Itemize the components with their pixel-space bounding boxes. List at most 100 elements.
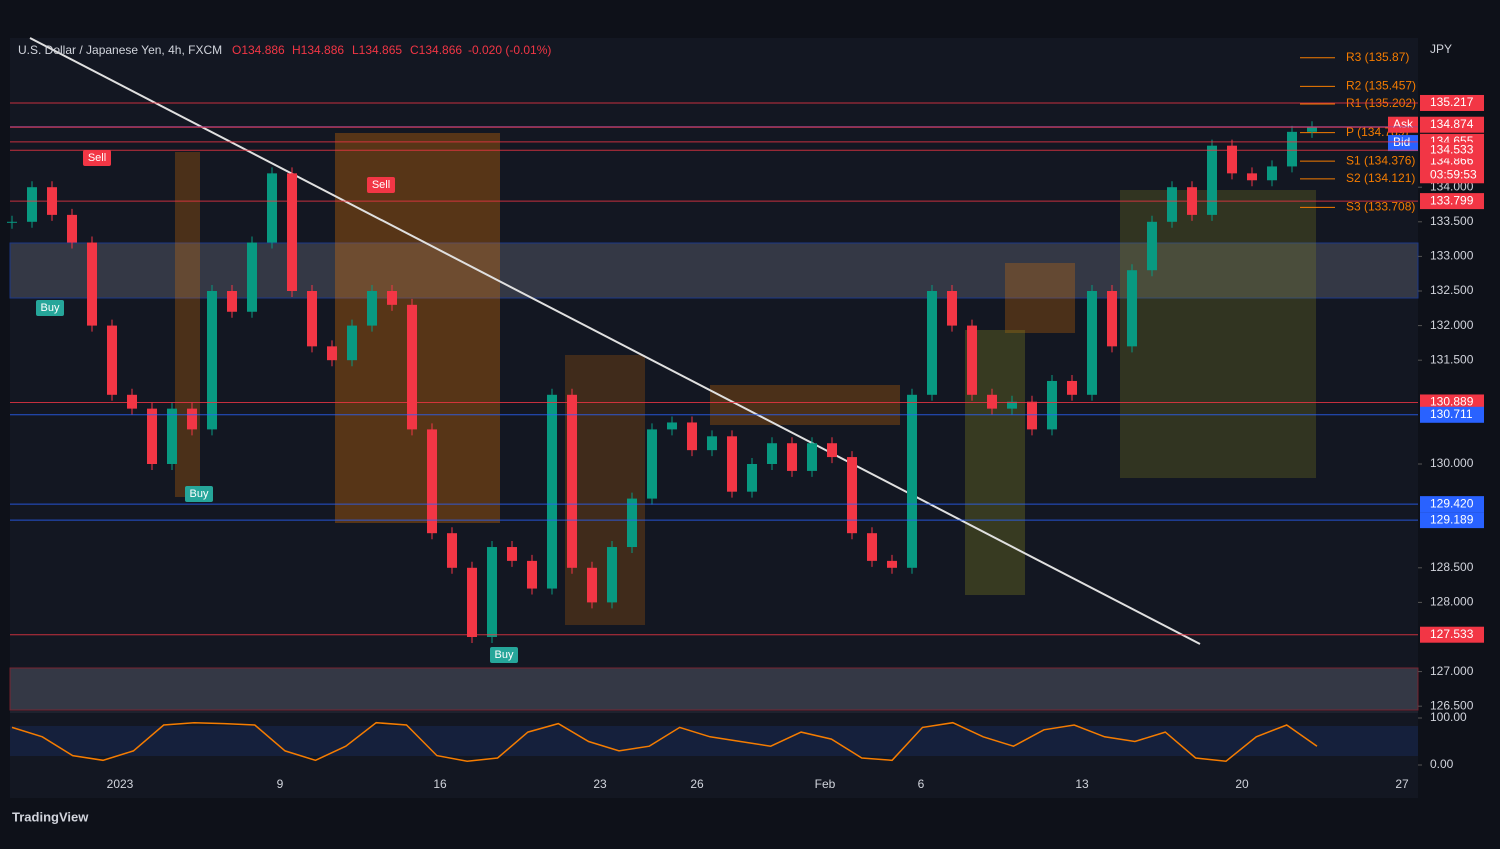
price-label: 130.889 [1430,395,1474,409]
candle [467,567,477,637]
candle [67,214,77,243]
price-label: 129.420 [1430,496,1474,510]
x-tick-label: 20 [1235,777,1249,791]
zone [9,667,1419,711]
candle [107,325,117,395]
candle [1087,290,1097,395]
candle [727,436,737,492]
candle [87,242,97,326]
candle [147,408,157,464]
candle [327,346,337,361]
candle [887,560,897,568]
signal-box [83,150,111,166]
candle [227,290,237,312]
x-tick-label: 26 [690,777,704,791]
candle [1067,380,1077,395]
price-label: 133.799 [1430,193,1474,207]
plot-area [10,38,1418,798]
x-tick-label: 16 [433,777,447,791]
price-tag [1420,193,1484,210]
y-tick-label: 100.00 [1430,710,1467,724]
price-tag [1420,626,1484,643]
candle [1047,380,1057,430]
candle [947,290,957,326]
y-tick-label: 128.000 [1430,595,1474,609]
x-tick-label: 9 [277,777,284,791]
price-tag [1420,406,1484,423]
pivot-label: R2 (135.457) [1346,79,1416,93]
y-tick-label: 131.500 [1430,352,1474,366]
y-tick-label: 126.500 [1430,698,1474,712]
price-tag [1420,394,1484,411]
candle [347,325,357,361]
candle [827,443,837,458]
candle [507,547,517,561]
candle [267,173,277,243]
price-label: 134.533 [1430,142,1474,156]
x-tick-label: 6 [918,777,925,791]
candle [587,567,597,603]
ohlc-low: L134.865 [352,43,402,57]
candle [1207,145,1217,215]
x-tick-label: 23 [593,777,607,791]
price-label: 129.189 [1430,512,1474,526]
candle [1227,145,1237,174]
candle [787,443,797,471]
candle [407,304,417,430]
candle [1287,131,1297,167]
x-tick-label: Feb [815,777,836,791]
y-tick-label: 128.500 [1430,560,1474,574]
tag-label: Ask [1393,117,1414,131]
candle [667,422,677,430]
candle [527,560,537,589]
price-tag [1420,116,1484,133]
x-tick-label: 2023 [107,777,134,791]
candle [867,533,877,561]
candle [1307,127,1317,132]
candle [927,290,937,395]
price-tag [1420,94,1484,111]
candle [1027,401,1037,430]
y-tick-label: 130.000 [1430,456,1474,470]
signal-label: Buy [41,302,60,314]
candle [1007,401,1017,409]
signal-box [490,647,518,663]
candle [907,394,917,568]
x-tick-label: 13 [1075,777,1089,791]
candle [1167,187,1177,222]
signal-box [185,486,213,502]
candle [247,242,257,312]
ohlc-change: -0.020 (-0.01%) [468,43,551,57]
signal-box [367,177,395,193]
trend-line [29,37,1201,645]
currency: JPY [1430,42,1452,56]
candle [167,408,177,464]
candle [127,394,137,409]
zone [1005,263,1075,333]
candle [1107,290,1117,347]
price-tag [1420,496,1484,513]
candle [387,290,397,305]
oscillator-band [10,726,1418,756]
candle [647,429,657,499]
y-tick-label: 132.000 [1430,318,1474,332]
candle [487,547,497,637]
symbol: U.S. Dollar / Japanese Yen, 4h, FXCM [18,43,222,57]
pivot-label: S3 (133.708) [1346,200,1415,214]
candle [307,290,317,347]
zone [335,133,500,523]
candle [967,325,977,395]
layer: 126.500 127.000 128.000 128.500 130.000 131.5… [7,50,1484,791]
x-tick-label: 27 [1395,777,1409,791]
signal-label: Buy [190,488,209,500]
candle [767,443,777,464]
candle [207,290,217,430]
candle [447,533,457,568]
y-tick-label: 133.500 [1430,214,1474,228]
zone [175,152,200,497]
price-tag [1420,512,1484,529]
candle [287,173,297,291]
signal-label: Buy [495,649,514,661]
price-tag [1420,142,1484,159]
